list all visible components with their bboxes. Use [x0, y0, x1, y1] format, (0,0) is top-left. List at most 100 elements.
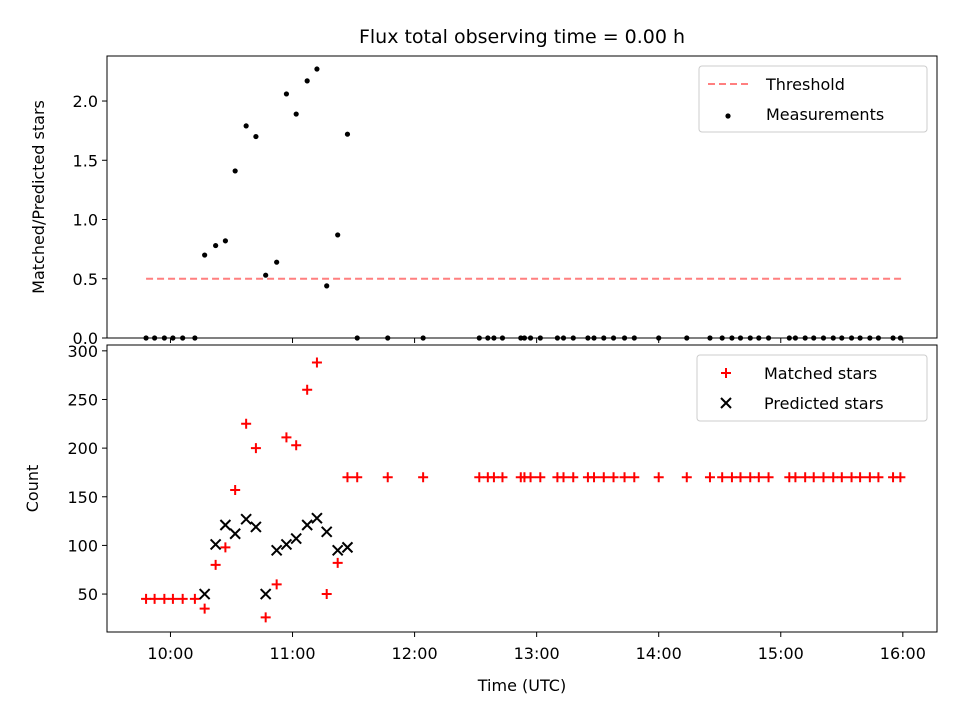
- matched-stars-point: [619, 472, 630, 483]
- measurements-point: [729, 335, 735, 341]
- measurements-point: [170, 335, 176, 341]
- matched-stars-point: [735, 472, 746, 483]
- measurements-point: [811, 335, 817, 341]
- predicted-stars-point: [301, 519, 313, 531]
- bottom-ytick-label: 100: [67, 536, 98, 555]
- bottom-xtick-label: 14:00: [636, 644, 682, 663]
- measurements-point: [857, 335, 863, 341]
- measurements-point: [354, 335, 360, 341]
- measurements-point: [820, 335, 827, 341]
- matched-stars-point: [189, 593, 200, 604]
- measurements-point: [786, 335, 792, 341]
- matched-stars-point: [836, 472, 847, 483]
- measurements-point: [180, 335, 186, 341]
- measurements-point: [476, 335, 482, 341]
- matched-stars-point: [629, 472, 640, 483]
- matched-stars-point: [291, 440, 302, 451]
- predicted-stars-point: [290, 532, 302, 545]
- top-y-axis-label: Matched/Predicted stars: [29, 100, 48, 294]
- measurements-point: [420, 335, 426, 341]
- measurements-point: [293, 111, 299, 117]
- predicted-stars-point: [280, 538, 293, 551]
- measurements-point: [202, 252, 208, 258]
- measurements-point: [707, 335, 713, 341]
- measurements-point: [756, 335, 762, 341]
- measurements-point: [527, 335, 534, 341]
- matched-stars-point: [332, 557, 343, 568]
- matched-stars-point: [220, 542, 231, 553]
- measurements-point: [601, 335, 607, 341]
- top-ytick-label: 1.5: [73, 151, 98, 170]
- matched-stars-point: [352, 472, 363, 483]
- predicted-stars-point: [259, 588, 272, 600]
- measurements-point: [875, 335, 882, 341]
- bottom-ytick-label: 150: [67, 488, 98, 507]
- matched-stars-point: [199, 603, 210, 614]
- matched-stars-point: [873, 472, 884, 483]
- measurements-point: [263, 272, 269, 278]
- matched-stars-point: [488, 472, 499, 483]
- measurements-point: [243, 123, 249, 129]
- top-legend: Threshold Measurements: [698, 65, 928, 133]
- matched-stars-point: [790, 472, 801, 483]
- measurements-point: [324, 283, 330, 289]
- measurements-point: [554, 335, 560, 341]
- matched-stars-point: [598, 472, 609, 483]
- matched-stars-point: [846, 472, 857, 483]
- measurements-point: [152, 335, 158, 341]
- matched-stars-point: [302, 384, 313, 395]
- matched-stars-point: [895, 472, 906, 483]
- matched-stars-point: [177, 593, 188, 604]
- matched-stars-point: [321, 589, 332, 600]
- predicted-stars-point: [341, 541, 354, 554]
- matched-stars-point: [149, 593, 160, 604]
- matched-stars-point: [808, 472, 819, 483]
- matched-stars-point: [763, 472, 774, 483]
- matched-stars-point: [855, 472, 866, 483]
- bottom-xtick-label: 12:00: [392, 644, 438, 663]
- measurements-point: [518, 335, 524, 341]
- predicted-stars-point: [229, 528, 241, 540]
- predicted-stars-point: [311, 512, 323, 524]
- top-ytick-label: 0.0: [73, 329, 98, 348]
- measurements-point: [283, 91, 290, 97]
- measurements-point: [867, 335, 873, 341]
- predicted-stars-point: [240, 513, 252, 525]
- matched-stars-point: [260, 612, 271, 623]
- bottom-ytick-label: 200: [67, 439, 98, 458]
- matched-stars-point: [311, 357, 322, 368]
- measurements-point: [570, 335, 576, 341]
- matched-stars-point: [558, 472, 569, 483]
- matched-stars-point: [818, 472, 829, 483]
- measurements-point: [222, 238, 228, 244]
- matched-stars-point: [167, 593, 178, 604]
- predicted-stars-point: [198, 588, 211, 600]
- bottom-plot-area: [141, 357, 906, 623]
- bottom-legend-box: [696, 354, 928, 422]
- top-plot-area: [143, 66, 903, 341]
- measurements-point: [591, 335, 597, 341]
- measurements-point: [385, 335, 391, 341]
- measurements-point: [499, 335, 506, 341]
- top-panel-matched-predicted-ratio: 0.0 0.5 1.0 1.5 2.0 Matched/Predicted stars Th…: [29, 55, 938, 348]
- measurements-point: [792, 335, 799, 341]
- top-ytick-label: 2.0: [73, 92, 98, 111]
- measurements-point: [304, 78, 310, 84]
- bottom-xtick-label: 15:00: [758, 644, 804, 663]
- measurements-point: [656, 335, 662, 341]
- predicted-stars-legend-label: Predicted stars: [764, 394, 884, 413]
- matched-stars-point: [342, 472, 353, 483]
- matched-stars-point: [717, 472, 728, 483]
- matched-stars-point: [681, 472, 692, 483]
- figure-title: Flux total observing time = 0.00 h: [359, 26, 685, 48]
- matched-stars-point: [828, 472, 839, 483]
- matched-stars-point: [535, 472, 546, 483]
- matched-stars-point: [497, 472, 508, 483]
- measurements-point: [765, 335, 772, 341]
- matched-stars-point: [474, 472, 485, 483]
- matched-stars-point: [608, 472, 619, 483]
- bottom-ytick-label: 300: [67, 342, 98, 361]
- matched-stars-point: [241, 418, 252, 429]
- measurements-point: [344, 131, 351, 137]
